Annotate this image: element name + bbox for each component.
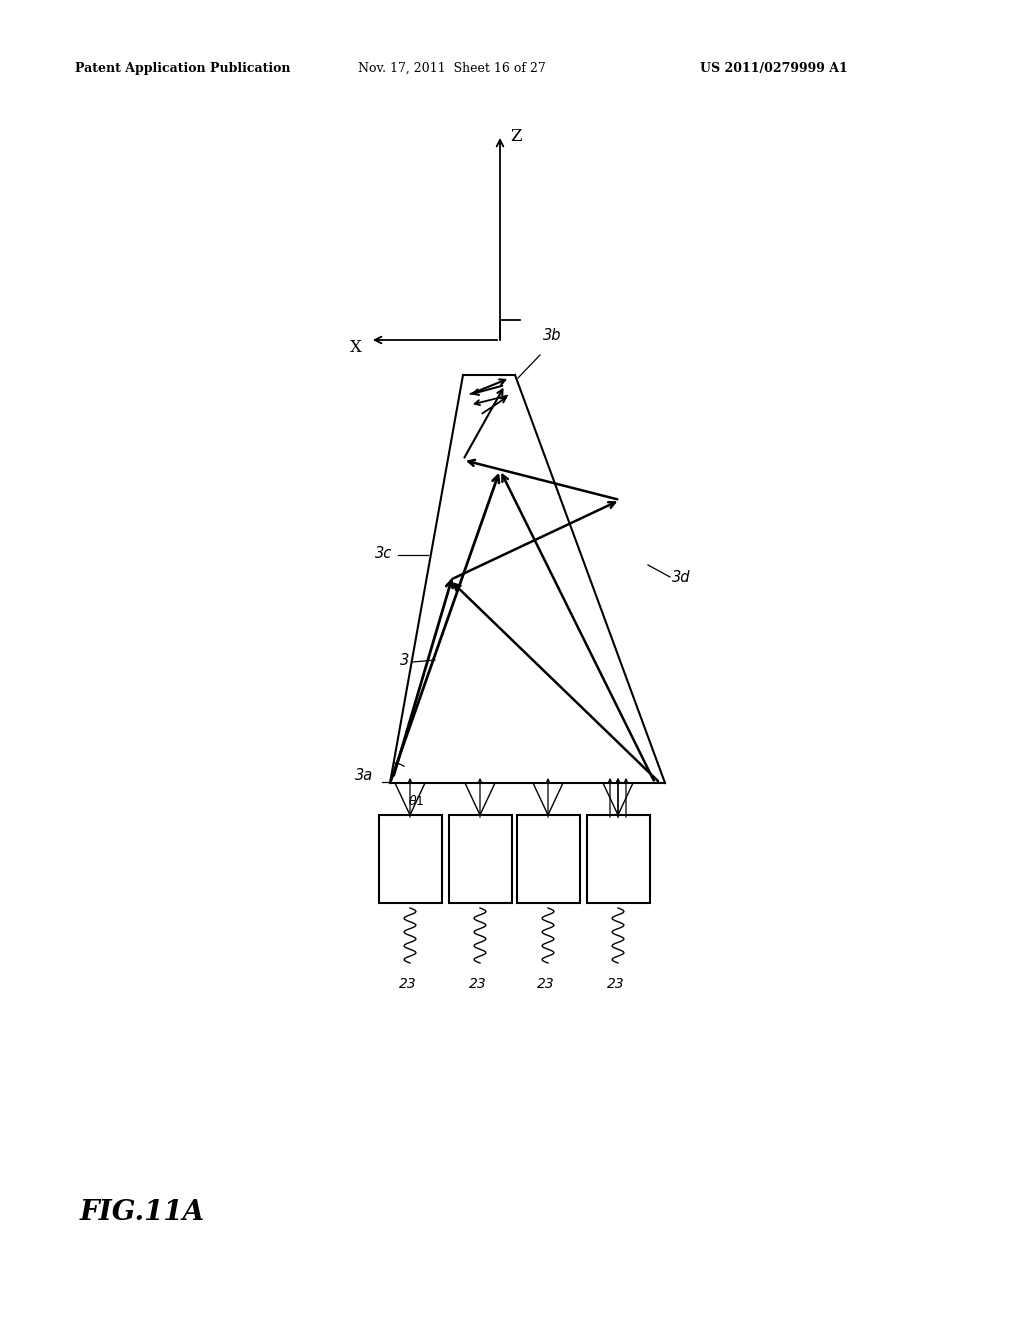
Text: Z: Z bbox=[510, 128, 521, 145]
Text: US 2011/0279999 A1: US 2011/0279999 A1 bbox=[700, 62, 848, 75]
Text: 23: 23 bbox=[399, 977, 417, 991]
Text: 23: 23 bbox=[469, 977, 486, 991]
Bar bbox=[517, 814, 580, 903]
Text: Patent Application Publication: Patent Application Publication bbox=[75, 62, 291, 75]
Text: 3: 3 bbox=[400, 653, 410, 668]
Text: X: X bbox=[350, 339, 361, 356]
Bar bbox=[379, 814, 442, 903]
Text: 23: 23 bbox=[607, 977, 625, 991]
Text: $\theta$1: $\theta$1 bbox=[408, 795, 424, 808]
Bar bbox=[449, 814, 512, 903]
Text: 23: 23 bbox=[537, 977, 555, 991]
Bar bbox=[587, 814, 650, 903]
Text: 3b: 3b bbox=[543, 327, 561, 343]
Text: 3a: 3a bbox=[355, 768, 374, 783]
Text: 3d: 3d bbox=[672, 570, 690, 585]
Text: FIG.11A: FIG.11A bbox=[80, 1199, 205, 1226]
Text: 3c: 3c bbox=[375, 546, 392, 561]
Text: Nov. 17, 2011  Sheet 16 of 27: Nov. 17, 2011 Sheet 16 of 27 bbox=[358, 62, 546, 75]
